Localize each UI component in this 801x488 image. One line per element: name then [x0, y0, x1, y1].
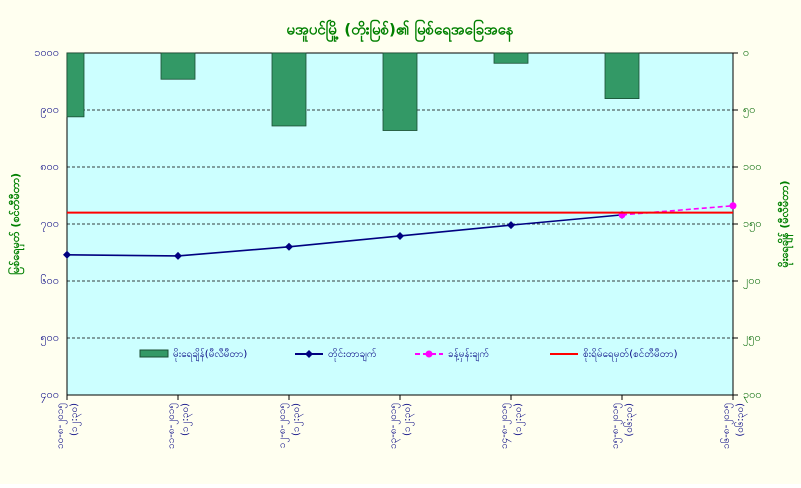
- y-tick-label: ၁၀၀၀: [34, 46, 59, 59]
- point: [174, 251, 182, 260]
- point: [396, 231, 404, 240]
- bar: [66, 52, 85, 118]
- y2-tick-label: ၅၀: [743, 103, 755, 118]
- legend-label: မိုးရေချိန်(မီလီမီတာ): [173, 347, 247, 362]
- x-tick-label: ၁၃-၈-၂၀၁၅: [388, 403, 401, 449]
- legend-label: စိုးရိမ်ရေမှတ်(စင်တီမီတာ): [583, 347, 678, 362]
- y-axis-label: မြစ်ရေမှတ် (စင်တီမီတာ): [7, 173, 25, 275]
- x-tick-time: (၁၂:၃၀): [513, 403, 526, 436]
- y-tick-label: ၅၀၀: [40, 331, 59, 346]
- y-tick-label: ၈၀၀: [40, 160, 59, 173]
- legend-swatch: [139, 349, 169, 358]
- point: [63, 250, 71, 259]
- x-tick-label: ၁၅-၈-၂၀၁၅: [610, 403, 623, 449]
- x-tick-label: ၁၄-၈-၂၀၁၅: [499, 403, 512, 449]
- bar: [160, 52, 196, 80]
- point: [729, 202, 737, 210]
- x-tick-label: ၁၁-၈-၂၀၁၅: [166, 403, 179, 449]
- bar: [382, 52, 418, 131]
- y2-tick-label: ၃၀၀: [743, 388, 762, 403]
- y-tick-label: ၉၀၀: [40, 103, 59, 118]
- x-tick-time: (၁၂:၃၀): [402, 403, 415, 436]
- chart-title: မအူပင်မြို့ (တိုးမြစ်)၏ မြစ်ရေအခြေအနေ: [286, 19, 513, 43]
- y2-tick-label: ၁၀၀: [743, 160, 762, 173]
- y2-tick-label: ၂၀၀: [743, 274, 761, 289]
- x-tick-time: (၀၆:၃၀): [733, 403, 748, 437]
- line: [66, 214, 623, 257]
- legend-label: ခန့်မှန်းချက်: [448, 347, 489, 362]
- legend-marker: [305, 350, 313, 358]
- x-tick-label: ၁၀-၈-၂၀၁၅: [55, 403, 68, 449]
- bar: [493, 52, 529, 64]
- y2-axis-label: မိုးရေချိန် (မီလီမီတာ): [777, 181, 794, 268]
- y2-tick-label: ၀: [743, 46, 749, 59]
- y-tick-label: ၆၀၀: [40, 274, 59, 287]
- x-tick-time: (၁၂:၃၀): [180, 403, 193, 436]
- x-tick-time: (၀၆:၃၀): [622, 403, 637, 437]
- y-tick-label: ၇၀၀: [40, 217, 59, 232]
- x-tick-label: ၁၆-၈-၂၀၁၅: [719, 403, 734, 449]
- bar: [271, 52, 307, 127]
- legend-label: တိုင်းတာချက်: [328, 347, 377, 362]
- y2-tick-label: ၁၅၀: [743, 217, 762, 232]
- x-tick-time: (၁၂:၃၀): [291, 403, 304, 436]
- y2-tick-label: ၂၅၀: [743, 331, 761, 346]
- y-tick-label: ၄၀၀: [40, 388, 59, 403]
- point: [285, 242, 293, 251]
- legend-marker: [425, 350, 433, 358]
- x-tick-time: (၁၂:၃၀): [69, 403, 82, 436]
- point: [507, 221, 515, 230]
- bar: [604, 52, 640, 99]
- x-tick-label: ၁၂-၈-၂၀၁၅: [277, 403, 290, 448]
